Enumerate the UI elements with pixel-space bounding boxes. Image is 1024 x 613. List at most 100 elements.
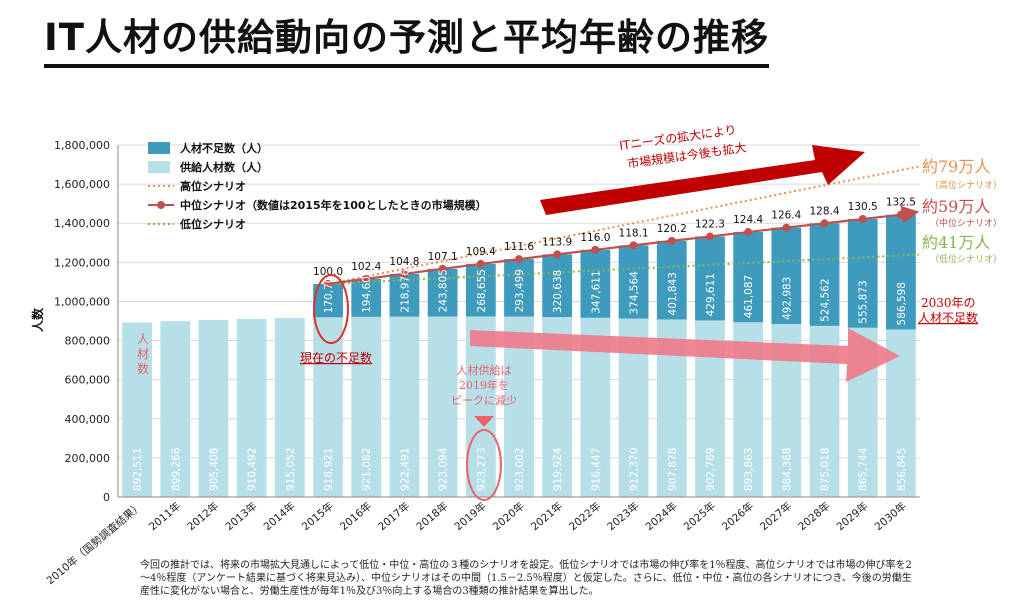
mid-index-label: 100.0 [313, 266, 343, 278]
shortage-value-label: 401,843 [667, 272, 679, 315]
shortage-2030-label-2: 人材不足数 [918, 310, 978, 325]
mid-index-label: 118.1 [619, 227, 649, 239]
supply-value-label: 922,491 [399, 448, 411, 491]
supply-value-label: 923,002 [514, 448, 526, 491]
legend-label-mid: 中位シナリオ（数値は2015年を100としたときの市場規模） [180, 198, 487, 212]
mid-scenario-point [515, 255, 523, 264]
shortage-value-label: 320,638 [552, 270, 564, 313]
shortage-value-label: 194,608 [361, 269, 373, 312]
peak-label-2: 2019年を [459, 378, 509, 392]
shortage-bar [618, 245, 649, 319]
supply-value-label: 910,492 [247, 448, 259, 491]
mid-scenario-point [400, 269, 409, 278]
y-tick-label: 400,000 [65, 413, 111, 426]
shortage-bar [313, 283, 343, 318]
footnote: 今回の推計では、将来の市場拡大見通しによって低位・中位・高位の３種のシナリオを設… [140, 560, 912, 597]
x-tick-label: 2016年 [337, 499, 374, 533]
legend-label-low: 低位シナリオ [179, 217, 246, 231]
shortage-bar [809, 223, 840, 326]
mid-end-sublabel: （中位シナリオ） [930, 217, 1002, 229]
supply-value-label: 905,408 [208, 448, 220, 491]
x-tick-label: 2028年 [796, 499, 833, 533]
x-tick-label: 2022年 [566, 499, 603, 533]
shortage-value-label: 492,983 [781, 277, 793, 320]
supply-value-label: 893,863 [743, 448, 755, 491]
y-tick-label: 1,400,000 [54, 217, 110, 230]
mid-scenario-point [782, 223, 791, 232]
x-tick-label: 2010年（国勢調査結果） [44, 499, 145, 587]
supply-bar-label-3: 数 [137, 361, 149, 376]
shortage-bar [351, 278, 382, 317]
x-tick-label: 2027年 [757, 499, 794, 533]
shortage-value-label: 268,655 [476, 269, 488, 312]
y-tick-label: 200,000 [65, 452, 111, 465]
chart-lines [324, 165, 920, 288]
mid-index-label: 111.6 [504, 241, 534, 253]
mid-scenario-point [591, 245, 600, 254]
mid-scenario-point [858, 214, 867, 223]
y-tick-label: 800,000 [65, 335, 111, 348]
x-tick-label: 2011年 [146, 499, 183, 533]
chart-legend: 人材不足数（人） 供給人材数（人） 高位シナリオ中位シナリオ（数値は2015年を10… [148, 141, 487, 231]
mid-end-label: 約59万人 [922, 197, 990, 216]
mid-index-label: 102.4 [351, 261, 381, 273]
mid-index-label: 124.4 [733, 214, 763, 226]
shortage-bar [771, 227, 802, 325]
mid-scenario-point [362, 274, 371, 283]
low-end-label: 約41万人 [922, 233, 990, 252]
x-tick-label: 2024年 [643, 499, 680, 533]
y-tick-label: 1,200,000 [54, 256, 110, 269]
legend-swatch-mid-point [157, 201, 165, 209]
shortage-value-label: 293,499 [514, 269, 526, 312]
supply-bar [427, 316, 458, 497]
supply-value-label: 884,368 [781, 448, 793, 491]
legend-label-supply: 供給人材数（人） [179, 160, 268, 174]
shortage-bar [695, 236, 725, 321]
supply-value-label: 923,094 [438, 447, 450, 491]
y-tick-label: 1,800,000 [54, 139, 110, 152]
supply-bar-label-1: 人 [137, 332, 149, 346]
x-tick-label: 2026年 [719, 499, 756, 533]
mid-index-label: 122.3 [695, 218, 725, 230]
supply-bar-label-2: 材 [137, 347, 149, 361]
supply-bar [313, 317, 343, 497]
supply-bar [198, 319, 229, 497]
mid-scenario-point [744, 228, 753, 237]
market-growth-arrow [540, 145, 865, 215]
chart-labels: 892,511 899,266 905,408 910,492 915,052 918,9… [132, 197, 916, 491]
y-tick-label: 1,600,000 [54, 178, 110, 191]
supply-bar [389, 316, 420, 497]
y-tick-label: 600,000 [65, 374, 111, 387]
shortage-value-label: 243,805 [438, 269, 450, 312]
shortage-bar [542, 254, 573, 318]
supply-value-label: 918,921 [323, 448, 335, 491]
shortage-bar [580, 249, 611, 318]
x-tick-label: 2023年 [605, 499, 642, 533]
legend-swatch-supply [148, 161, 170, 173]
shortage-value-label: 347,611 [590, 270, 602, 313]
high-scenario-line [327, 165, 920, 285]
x-tick-label: 2025年 [681, 499, 718, 533]
supply-bar [160, 321, 191, 497]
x-tick-label: 2030年 [872, 499, 909, 533]
x-tick-label: 2015年 [299, 499, 336, 533]
supply-value-label: 916,447 [590, 448, 602, 491]
shortage-value-label: 170,700 [323, 270, 335, 313]
mid-index-label: 104.8 [389, 256, 419, 268]
low-scenario-line [327, 253, 919, 285]
supply-value-label: 912,370 [629, 448, 641, 491]
mid-scenario-point [629, 241, 638, 250]
x-tick-label: 2018年 [414, 499, 451, 533]
x-tick-label: 2017年 [375, 499, 412, 533]
x-tick-label: 2029年 [834, 499, 871, 533]
supply-bar [122, 322, 152, 497]
mid-scenario-point [896, 210, 905, 219]
mid-index-label: 120.2 [657, 223, 687, 235]
supply-value-label: 899,266 [170, 447, 182, 491]
legend-label-shortage: 人材不足数（人） [180, 141, 268, 155]
mid-scenario-point [324, 279, 333, 288]
mid-index-label: 126.4 [771, 210, 801, 222]
shortage-growth-arrow [470, 328, 900, 382]
peak-pointer [474, 416, 494, 427]
